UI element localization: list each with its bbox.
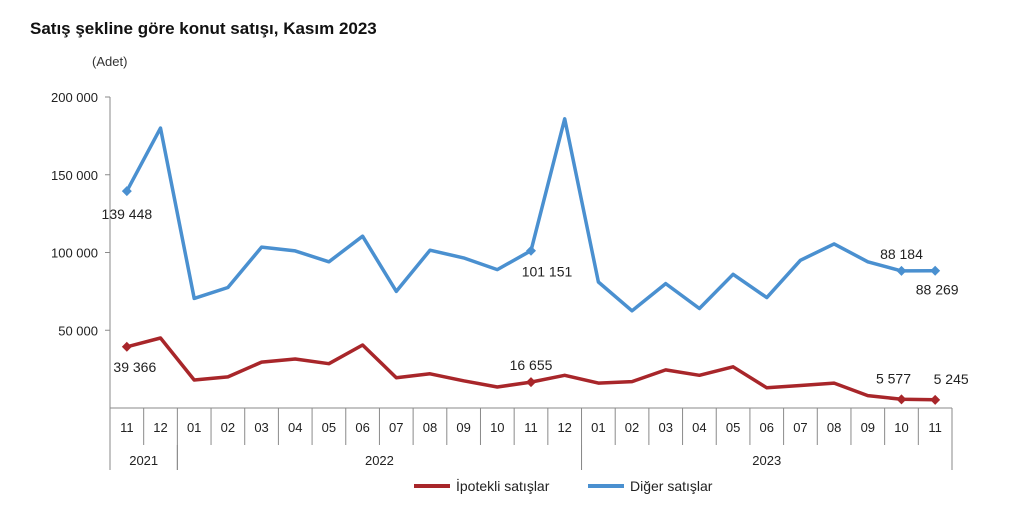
legend-label-diger: Diğer satışlar <box>630 478 713 494</box>
x-tick-label: 12 <box>557 420 571 435</box>
legend-swatch-diger <box>588 484 624 488</box>
x-tick-label: 10 <box>894 420 908 435</box>
y-tick-label: 100 000 <box>51 246 98 261</box>
data-point-marker <box>526 377 536 388</box>
data-point-marker <box>930 394 941 405</box>
x-tick-label: 03 <box>254 420 268 435</box>
x-tick-label: 08 <box>423 420 437 435</box>
x-tick-label: 10 <box>490 420 504 435</box>
data-point-marker <box>930 265 941 276</box>
x-tick-label: 02 <box>625 420 639 435</box>
legend-item-ipotekli: İpotekli satışlar <box>414 478 549 494</box>
year-label: 2022 <box>365 453 394 468</box>
data-label: 39 366 <box>113 359 156 375</box>
x-tick-label: 06 <box>355 420 369 435</box>
legend: İpotekli satışlar Diğer satışlar <box>0 478 1018 498</box>
x-tick-label: 09 <box>456 420 470 435</box>
legend-item-diger: Diğer satışlar <box>588 478 712 494</box>
data-point-marker <box>121 341 132 352</box>
x-tick-label: 05 <box>726 420 740 435</box>
data-point-marker <box>896 265 907 276</box>
data-label: 88 184 <box>880 246 923 262</box>
data-point-marker <box>526 245 536 256</box>
x-tick-label: 11 <box>524 420 538 435</box>
x-tick-label: 12 <box>153 420 167 435</box>
x-tick-label: 09 <box>861 420 875 435</box>
x-tick-label: 04 <box>288 420 302 435</box>
chart-title: Satış şekline göre konut satışı, Kasım 2… <box>30 19 377 38</box>
data-label: 16 655 <box>510 357 553 373</box>
y-axis-unit: (Adet) <box>92 54 128 69</box>
x-tick-label: 01 <box>187 420 201 435</box>
data-label: 5 245 <box>934 371 969 387</box>
x-tick-label: 02 <box>221 420 235 435</box>
year-label: 2023 <box>752 453 781 468</box>
data-point-marker <box>121 186 132 197</box>
y-tick-label: 150 000 <box>51 168 98 183</box>
legend-label-ipotekli: İpotekli satışlar <box>456 478 550 494</box>
x-tick-label: 01 <box>591 420 605 435</box>
x-tick-label: 04 <box>692 420 706 435</box>
x-tick-label: 11 <box>120 420 134 435</box>
y-tick-label: 200 000 <box>51 90 98 105</box>
data-point-marker <box>896 394 907 405</box>
x-tick-label: 08 <box>827 420 841 435</box>
data-label: 139 448 <box>102 206 153 222</box>
x-tick-label: 07 <box>793 420 807 435</box>
data-label: 101 151 <box>522 264 573 280</box>
x-tick-label: 07 <box>389 420 403 435</box>
y-tick-label: 50 000 <box>58 323 98 338</box>
data-label: 88 269 <box>916 282 959 298</box>
x-tick-label: 06 <box>760 420 774 435</box>
year-label: 2021 <box>129 453 158 468</box>
data-label: 5 577 <box>876 370 911 386</box>
series-line-diger <box>125 117 937 313</box>
x-tick-label: 05 <box>322 420 336 435</box>
x-tick-label: 11 <box>928 420 942 435</box>
x-tick-label: 03 <box>658 420 672 435</box>
legend-swatch-ipotekli <box>414 484 450 488</box>
